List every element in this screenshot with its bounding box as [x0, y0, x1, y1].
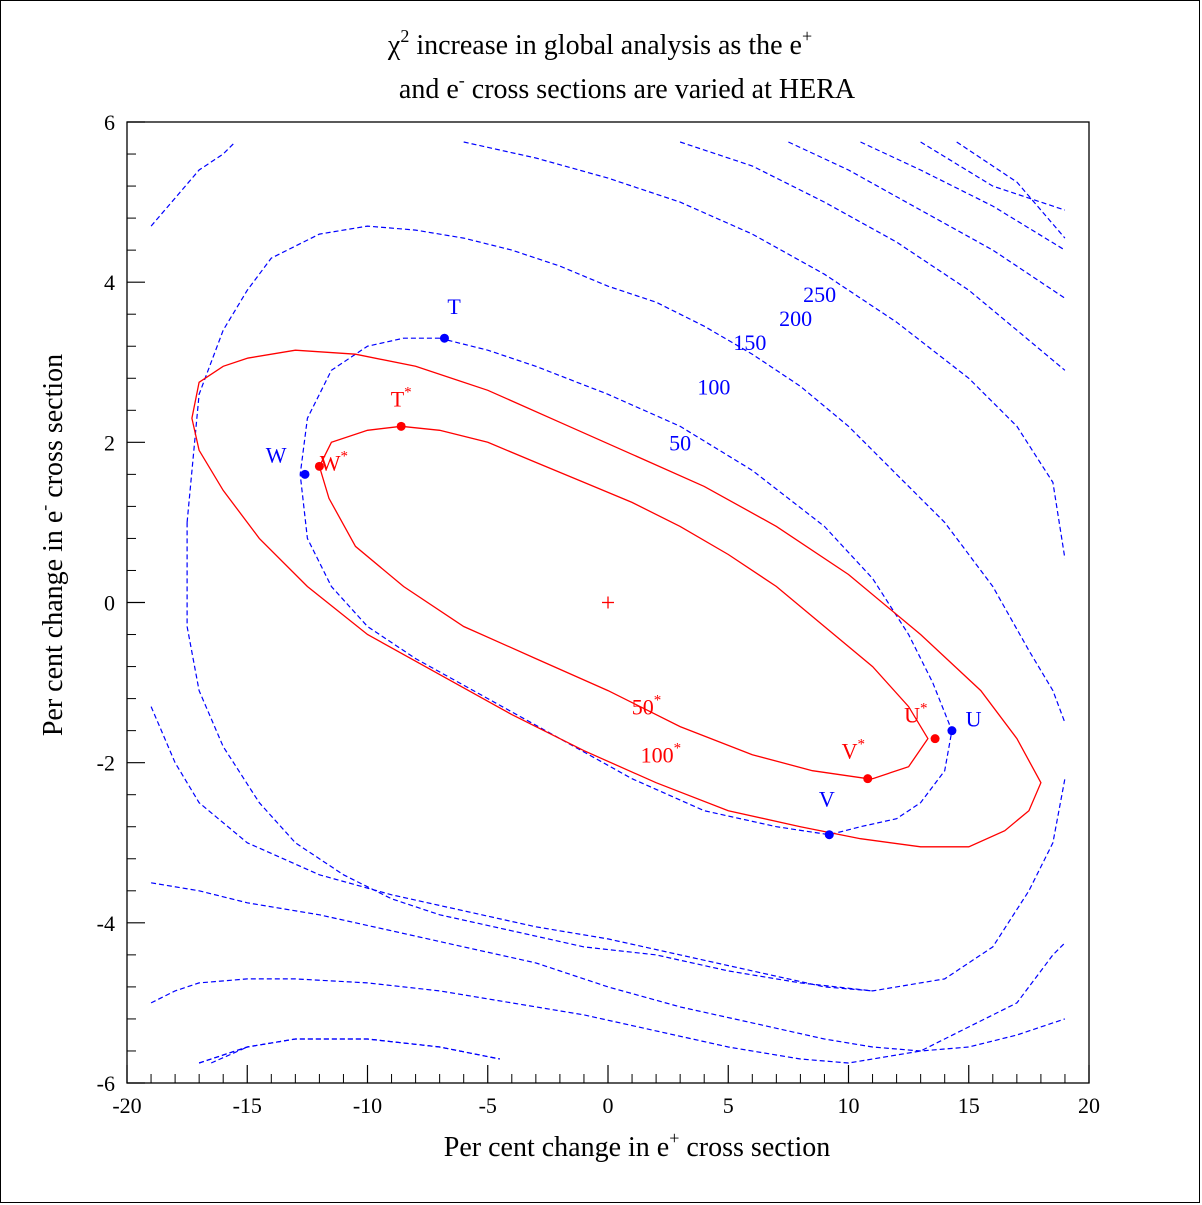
blue-contour-15 [299, 337, 953, 836]
y-tick-label: 0 [104, 591, 115, 616]
x-tick-label: -5 [479, 1093, 497, 1118]
blue-contour-label: 150 [733, 330, 766, 355]
y-tick-label: -4 [97, 911, 115, 936]
blue-point-label: V [819, 787, 835, 812]
blue-point-V [824, 830, 834, 840]
red-point-U [930, 734, 940, 744]
blue-contour-1 [463, 141, 1066, 559]
blue-contour-8 [186, 522, 1066, 992]
red-point-label: V* [842, 737, 865, 764]
blue-point-W [300, 469, 310, 479]
red-point-W [314, 461, 324, 471]
title-chi: χ [387, 30, 401, 61]
blue-point-label: U [966, 707, 982, 732]
x-tick-label: 10 [838, 1093, 860, 1118]
y-tick-label: -2 [97, 751, 115, 776]
blue-contour-14 [210, 1046, 248, 1064]
red-point-T [396, 421, 406, 431]
red-point-label: T* [391, 384, 412, 411]
blue-contour-label: 200 [779, 306, 812, 331]
red-contour-label: 50* [632, 693, 662, 720]
blue-contour-2 [679, 141, 1066, 371]
title-line2-a: and e [399, 74, 459, 105]
x-tick-label: 20 [1078, 1093, 1100, 1118]
red-point-label: W* [320, 448, 348, 475]
x-tick-label: -15 [233, 1093, 262, 1118]
blue-contour-10 [151, 882, 1066, 1052]
blue-contour-label: 50 [669, 430, 691, 455]
blue-contour-label: 250 [803, 282, 836, 307]
x-tick-label: 0 [603, 1093, 614, 1118]
blue-contour-4 [860, 141, 1066, 251]
x-tick-label: 5 [723, 1093, 734, 1118]
blue-contour-7 [186, 225, 1066, 723]
red-contour-1 [191, 349, 1042, 848]
y-tick-label: 6 [104, 110, 115, 135]
blue-contour-label: 100 [697, 374, 730, 399]
red-contour-0 [318, 425, 929, 780]
y-tick-label: 4 [104, 270, 115, 295]
svg-text:and e- cross sections are vari: and e- cross sections are varied at HERA [399, 70, 856, 105]
blue-contour-13 [198, 1038, 500, 1064]
blue-contour-0 [150, 141, 236, 227]
x-axis-label: Per cent change in e+ cross section [444, 1128, 830, 1163]
y-tick-label: 2 [104, 430, 115, 455]
title-line1: increase in global analysis as the e [409, 30, 802, 61]
blue-contour-5 [920, 141, 1066, 211]
blue-contour-12 [198, 1038, 500, 1064]
red-point-label: U* [904, 701, 927, 728]
blue-point-label: W [266, 442, 287, 467]
x-tick-label: 15 [958, 1093, 980, 1118]
blue-contour-3 [788, 141, 1066, 299]
blue-contour-11 [150, 942, 1066, 1064]
blue-point-U [947, 726, 957, 736]
svg-text:χ2 increase in global analysis: χ2 increase in global analysis as the e+ [387, 26, 812, 61]
red-contours [191, 349, 1042, 848]
blue-contours [150, 141, 1066, 1064]
x-tick-label: -20 [112, 1093, 141, 1118]
x-tick-label: -10 [353, 1093, 382, 1118]
blue-point-T [439, 333, 449, 343]
blue-contour-6 [956, 141, 1066, 239]
y-axis-label: Per cent change in e- cross section [34, 354, 69, 736]
red-contour-label: 100* [641, 741, 682, 768]
chart-title: χ2 increase in global analysis as the e+… [387, 26, 856, 105]
y-tick-label: -6 [97, 1071, 115, 1096]
blue-point-label: T [447, 294, 461, 319]
title-line2-b: cross sections are varied at HERA [465, 74, 856, 105]
red-point-V [863, 774, 873, 784]
blue-contour-9 [150, 706, 873, 992]
